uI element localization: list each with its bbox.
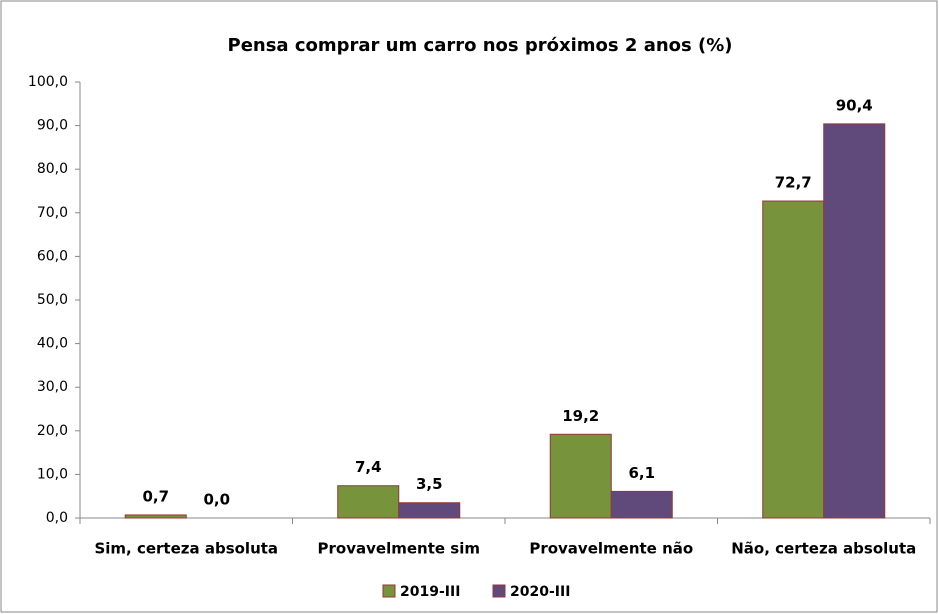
y-tick-label: 20,0 xyxy=(37,423,68,439)
x-tick-label: Provavelmente não xyxy=(529,540,693,558)
y-tick-label: 50,0 xyxy=(37,292,68,308)
y-tick-label: 30,0 xyxy=(37,379,68,395)
legend-swatch xyxy=(492,584,506,598)
legend-swatch xyxy=(382,584,396,598)
bar xyxy=(398,502,461,519)
bar xyxy=(337,485,400,519)
bar xyxy=(549,433,612,519)
x-tick-label: Provavelmente sim xyxy=(318,540,480,558)
value-label: 0,7 xyxy=(142,487,169,505)
legend-label: 2020-III xyxy=(510,584,570,600)
y-tick-label: 40,0 xyxy=(37,336,68,352)
value-label: 90,4 xyxy=(836,96,873,114)
y-tick-label: 0,0 xyxy=(46,510,68,526)
value-label: 3,5 xyxy=(416,475,443,493)
value-label: 19,2 xyxy=(562,407,599,425)
y-tick-label: 100,0 xyxy=(28,74,68,90)
y-tick-label: 70,0 xyxy=(37,205,68,221)
bar xyxy=(610,490,673,519)
y-tick-label: 90,0 xyxy=(37,118,68,134)
y-tick-label: 80,0 xyxy=(37,161,68,177)
chart-title: Pensa comprar um carro nos próximos 2 an… xyxy=(228,35,733,56)
value-label: 72,7 xyxy=(775,174,812,192)
y-tick-label: 60,0 xyxy=(37,248,68,264)
x-tick-label: Não, certeza absoluta xyxy=(731,540,916,558)
legend-label: 2019-III xyxy=(400,584,460,600)
bar xyxy=(124,514,187,519)
bar xyxy=(762,200,825,519)
x-tick-label: Sim, certeza absoluta xyxy=(94,540,278,558)
value-label: 6,1 xyxy=(628,464,655,482)
bar xyxy=(823,123,886,519)
value-label: 0,0 xyxy=(203,491,230,509)
y-tick-label: 10,0 xyxy=(37,466,68,482)
value-label: 7,4 xyxy=(355,458,382,476)
